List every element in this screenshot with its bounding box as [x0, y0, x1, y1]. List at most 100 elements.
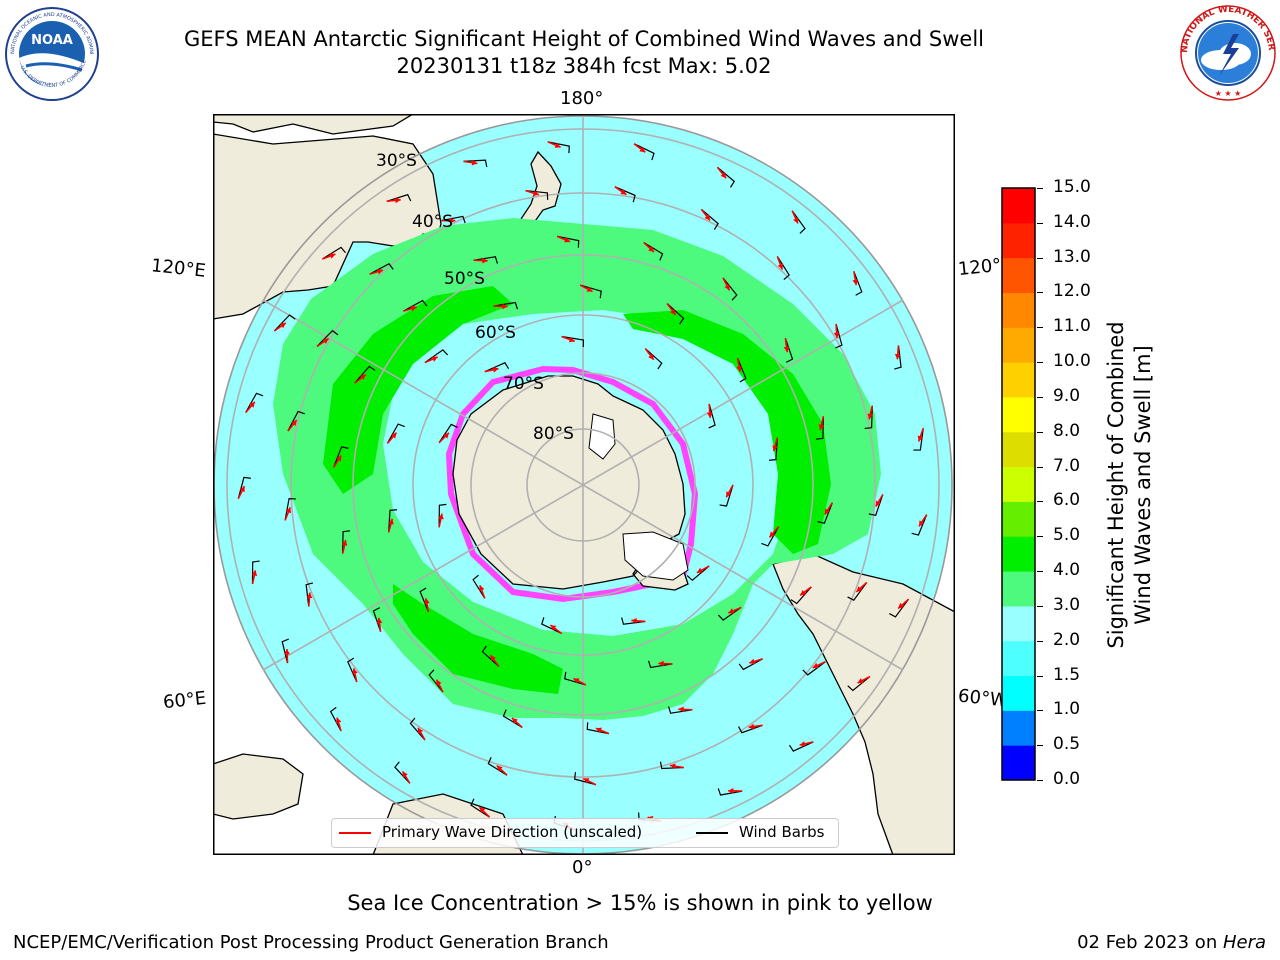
wave-arrow-head: [249, 401, 255, 408]
wind-barb: [557, 235, 580, 248]
land-australia: [213, 114, 415, 135]
wave-arrow-head: [875, 500, 881, 507]
colorbar-segment: [1002, 188, 1035, 224]
wave-arrow-head: [856, 586, 863, 592]
wave-arrow-head: [724, 284, 730, 291]
wind-barb: [847, 676, 871, 692]
wave-arrow-head: [291, 420, 297, 426]
wind-barb: [386, 423, 405, 444]
wind-barb: [502, 709, 523, 729]
colorbar-tick-mark: [1037, 640, 1043, 642]
colorbar-tick-mark: [1037, 396, 1043, 398]
lat-label-50s: 50°S: [444, 269, 485, 289]
wave-arrow-head: [573, 678, 580, 684]
wave-arrow-head: [800, 589, 807, 596]
wind-barb: [736, 357, 747, 383]
wind-barb: [776, 256, 790, 281]
wind-barb: [284, 498, 297, 521]
colorbar-tick-label: 1.5: [1053, 664, 1081, 685]
wind-barb: [614, 186, 636, 203]
wave-arrow-head: [423, 598, 430, 604]
chart-title: GEFS MEAN Antarctic Significant Height o…: [183, 27, 985, 51]
wind-barb: [481, 645, 500, 667]
wind-barb: [322, 246, 346, 260]
colorbar-tick-mark: [1037, 501, 1043, 503]
wave-arrow-head: [550, 625, 557, 631]
colorbar-tick-mark: [1037, 188, 1043, 189]
colorbar: [1001, 187, 1036, 781]
wind-barb: [768, 437, 778, 461]
wave-arrow-head: [417, 727, 424, 734]
wind-barb: [708, 403, 716, 429]
wave-arrow-head: [736, 366, 743, 372]
wave-arrow-head: [918, 520, 925, 527]
wave-arrow-head: [586, 286, 593, 292]
wave-arrow-head: [329, 253, 336, 259]
wind-barb: [525, 189, 549, 200]
wave-arrow-head: [648, 353, 654, 360]
wave-arrow-head: [492, 366, 499, 373]
wind-barb: [484, 362, 510, 373]
lat-label-60s: 60°S: [475, 323, 516, 343]
wave-arrow-head: [696, 567, 703, 573]
colorbar-tick-mark: [1037, 536, 1043, 538]
wave-arrow-head: [284, 649, 291, 655]
wave-arrow-head: [812, 662, 819, 669]
wind-barb: [647, 660, 673, 669]
wind-barb: [586, 722, 609, 735]
wind-barb: [547, 141, 570, 154]
wave-arrow-head: [377, 268, 384, 275]
wind-barb: [463, 159, 488, 168]
colorbar-tick-mark: [1037, 605, 1043, 607]
wind-barb: [717, 606, 742, 621]
lon-label-120e: 120°E: [150, 255, 207, 282]
sea-ice-ring: [445, 365, 699, 603]
colorbar-tick-label: 9.0: [1053, 385, 1081, 406]
colorbar-tick-label: 0.0: [1053, 769, 1081, 789]
antarctic-wave-height-map: [213, 114, 955, 855]
colorbar-tick-label: 4.0: [1053, 560, 1081, 581]
colorbar-tick-label: 7.0: [1053, 455, 1081, 476]
wind-barb: [802, 661, 826, 676]
wave-arrow-head: [631, 617, 637, 624]
wave-arrow-head: [824, 508, 831, 515]
wave-arrow-head: [748, 723, 755, 730]
colorbar-segment: [1002, 745, 1035, 781]
wind-barb: [561, 335, 584, 347]
wave-arrow-head: [670, 308, 676, 315]
lat-label-70s: 70°S: [503, 374, 544, 394]
sea-ice-note: Sea Ice Concentration > 15% is shown in …: [347, 891, 933, 915]
wind-barb: [864, 405, 873, 430]
wind-barb: [717, 166, 736, 188]
wind-barb: [633, 143, 655, 161]
wave-arrow-head: [352, 668, 358, 675]
wave-arrow-head: [341, 539, 348, 546]
ocean-bright-green-south: [393, 584, 563, 694]
wave-arrow-head: [852, 279, 859, 286]
wave-arrow-head: [917, 435, 924, 442]
wave-legend-line: [339, 832, 371, 834]
wind-barb: [470, 798, 490, 818]
colorbar-segment: [1002, 710, 1035, 746]
colorbar-tick-label: 15.0: [1053, 177, 1091, 197]
wave-legend-label: Primary Wave Direction (unscaled): [382, 823, 643, 841]
wind-barb: [472, 574, 486, 599]
wind-barb: [403, 299, 428, 312]
wind-barb: [438, 503, 447, 528]
lat-label-40s: 40°S: [412, 212, 453, 232]
wind-barb: [791, 210, 806, 234]
wave-arrow-head: [482, 257, 488, 264]
wind-barb: [441, 215, 466, 224]
colorbar-segment: [1002, 605, 1035, 642]
wind-barb: [487, 756, 508, 776]
wave-arrow-head: [783, 346, 790, 353]
footer-branch: NCEP/EMC/Verification Post Processing Pr…: [13, 932, 609, 953]
wind-barb: [717, 788, 743, 796]
colorbar-tick-label: 10.0: [1053, 351, 1091, 372]
colorbar-segment: [1002, 362, 1035, 398]
wind-barb: [847, 582, 868, 601]
wind-barb: [493, 301, 519, 310]
lon-label-0: 0°: [572, 857, 593, 878]
colorbar-segment: [1002, 396, 1035, 433]
wind-barb: [281, 638, 289, 664]
